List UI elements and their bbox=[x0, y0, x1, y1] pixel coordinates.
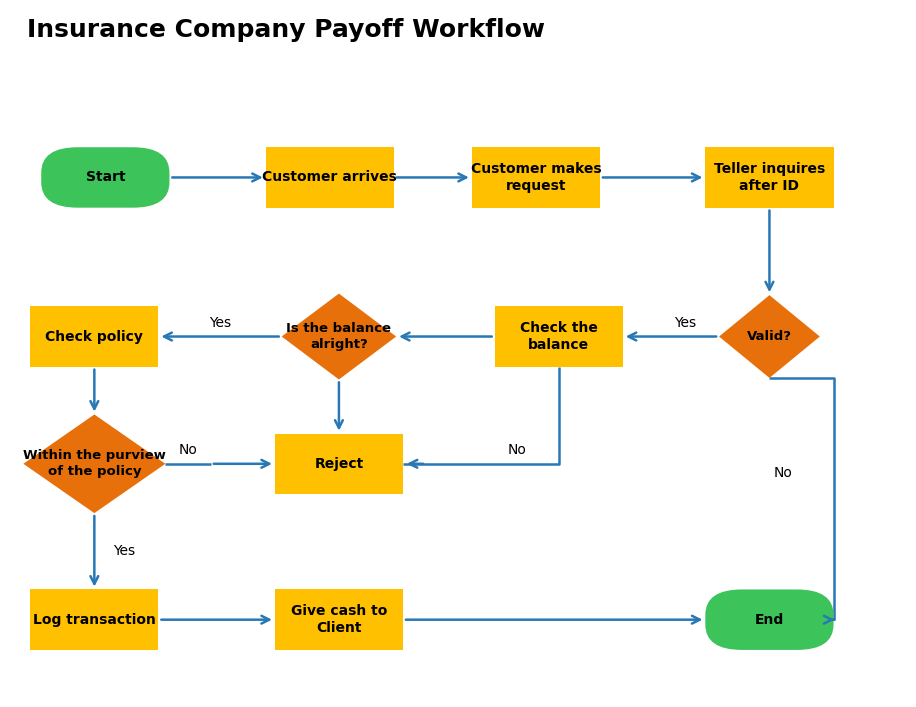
FancyBboxPatch shape bbox=[30, 306, 158, 367]
Text: Yes: Yes bbox=[209, 315, 231, 329]
Text: No: No bbox=[774, 467, 792, 480]
Text: Teller inquires
after ID: Teller inquires after ID bbox=[714, 162, 825, 193]
Text: Customer makes
request: Customer makes request bbox=[471, 162, 601, 193]
Text: Check the
balance: Check the balance bbox=[519, 321, 598, 352]
Text: Insurance Company Payoff Workflow: Insurance Company Payoff Workflow bbox=[27, 18, 546, 42]
FancyBboxPatch shape bbox=[705, 147, 834, 208]
Text: Check policy: Check policy bbox=[46, 329, 143, 344]
Text: Valid?: Valid? bbox=[747, 330, 792, 343]
FancyBboxPatch shape bbox=[30, 590, 158, 650]
Text: Within the purview
of the policy: Within the purview of the policy bbox=[23, 449, 166, 479]
Text: Log transaction: Log transaction bbox=[33, 613, 156, 626]
FancyBboxPatch shape bbox=[266, 147, 394, 208]
Text: Customer arrives: Customer arrives bbox=[262, 170, 398, 185]
Text: Start: Start bbox=[85, 170, 125, 185]
Text: No: No bbox=[508, 443, 527, 457]
Polygon shape bbox=[23, 414, 165, 513]
FancyBboxPatch shape bbox=[495, 306, 623, 367]
Text: Yes: Yes bbox=[114, 544, 136, 559]
Text: Reject: Reject bbox=[314, 457, 364, 471]
FancyBboxPatch shape bbox=[472, 147, 600, 208]
Text: Is the balance
alright?: Is the balance alright? bbox=[287, 322, 391, 351]
Polygon shape bbox=[719, 295, 820, 378]
FancyBboxPatch shape bbox=[275, 590, 403, 650]
FancyBboxPatch shape bbox=[41, 147, 169, 208]
FancyBboxPatch shape bbox=[705, 590, 834, 650]
Text: No: No bbox=[179, 443, 198, 457]
Text: End: End bbox=[755, 613, 784, 626]
Text: Give cash to
Client: Give cash to Client bbox=[290, 604, 387, 636]
Text: Yes: Yes bbox=[673, 315, 696, 329]
Polygon shape bbox=[282, 293, 396, 380]
FancyBboxPatch shape bbox=[275, 433, 403, 494]
